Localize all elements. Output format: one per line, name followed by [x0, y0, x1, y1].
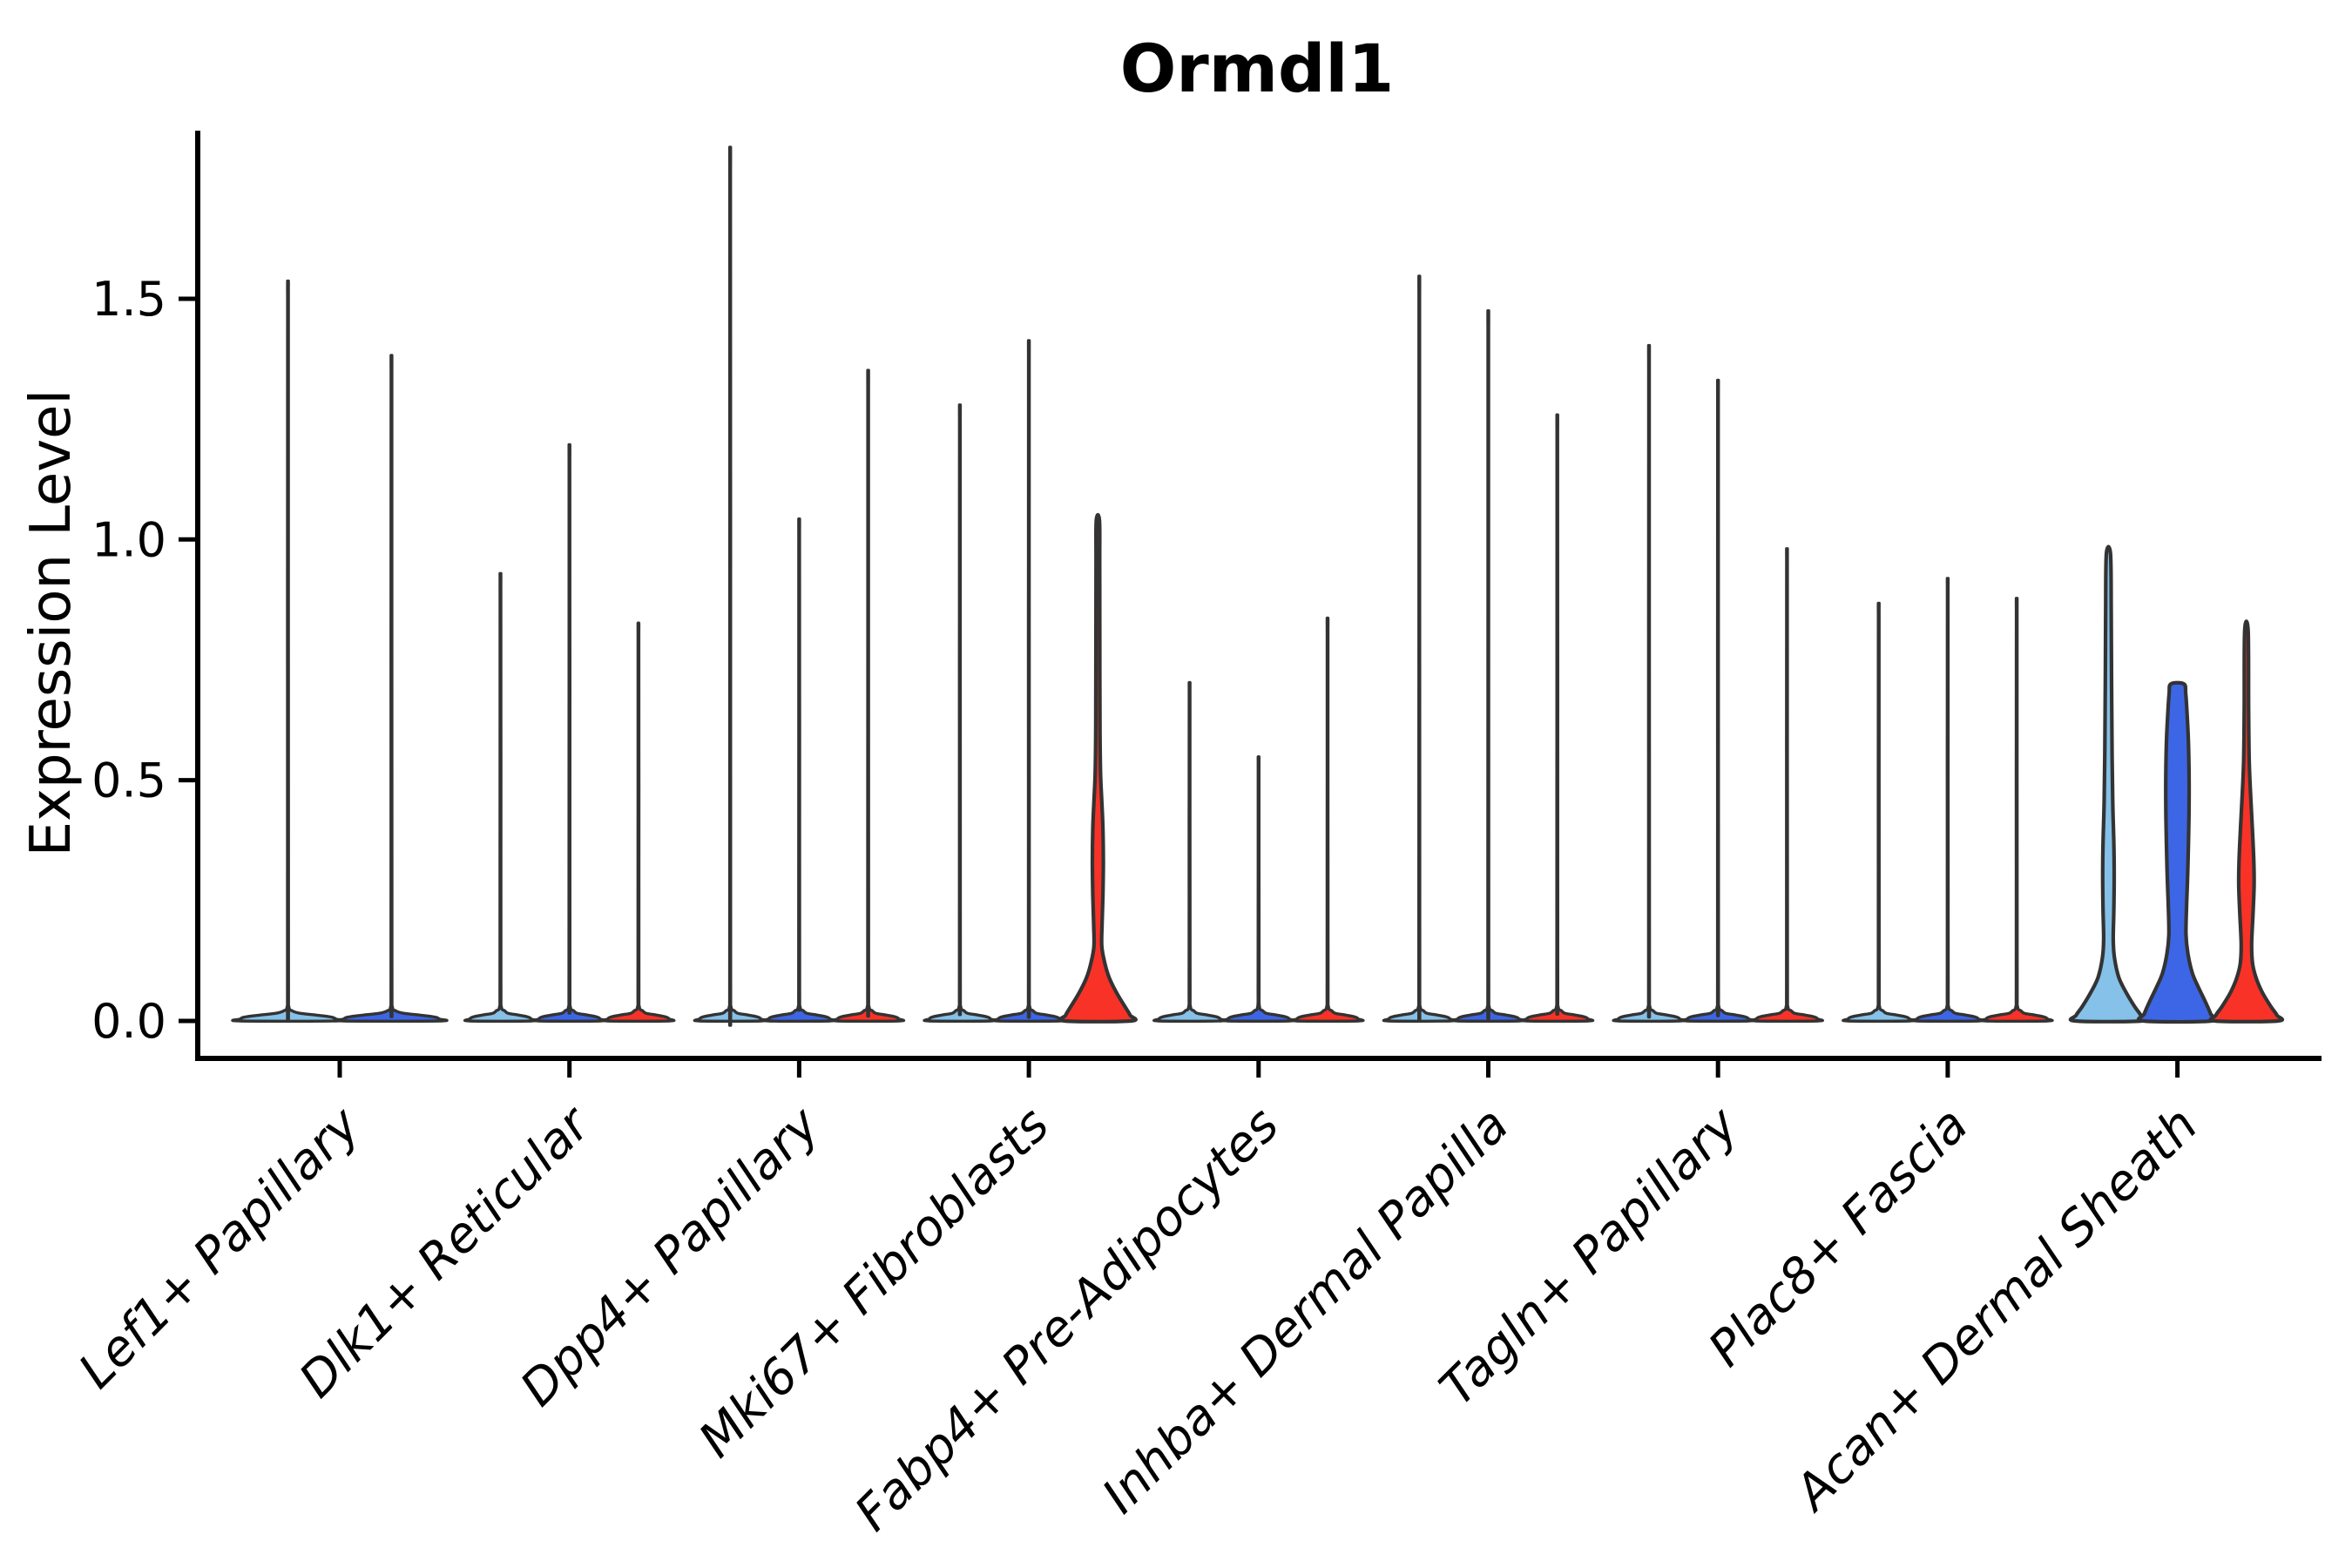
violin-inhba-blue: [1450, 309, 1526, 1023]
violin-tagln-blue: [1680, 378, 1755, 1023]
violin-mki67-lightblue: [923, 403, 997, 1023]
violin-acan-lightblue: [2068, 544, 2149, 1024]
y-tick-label: 0.5: [91, 754, 166, 808]
violin-dlk1-lightblue: [463, 571, 538, 1023]
y-tick-label: 0.0: [91, 994, 166, 1049]
violin-tagln-red: [1749, 547, 1824, 1023]
violin-acan-blue: [2136, 680, 2219, 1024]
y-axis-ticks: 0.0 0.5 1.0 1.5: [91, 272, 198, 1049]
violins-layer: [231, 145, 2285, 1027]
violin-plac8-lightblue: [1842, 601, 1916, 1023]
violin-inhba-red: [1520, 413, 1595, 1023]
violin-dlk1-red: [601, 621, 676, 1023]
violin-fabp4-red: [1290, 616, 1365, 1023]
x-tick-label: Acan+ Dermal Sheath: [1782, 1097, 2208, 1523]
violin-dpp4-lightblue: [693, 145, 767, 1027]
violin-inhba-lightblue: [1382, 274, 1456, 1023]
violin-plac8-blue: [1910, 577, 1985, 1023]
violin-lef1-lightblue: [231, 279, 345, 1023]
y-tick-label: 1.5: [91, 272, 166, 327]
violin-mki67-red: [1058, 512, 1138, 1024]
y-tick-label: 1.0: [91, 512, 166, 567]
x-tick-label: Inhba+ Dermal Papilla: [1092, 1097, 1519, 1524]
violin-dlk1-blue: [532, 443, 607, 1023]
violin-plac8-red: [1979, 597, 2054, 1023]
violin-lef1-blue: [335, 354, 449, 1023]
violin-acan-red: [2208, 619, 2285, 1024]
chart-title: Ormdl1: [1120, 30, 1395, 107]
y-axis-label: Expression Level: [19, 389, 84, 857]
violin-mki67-blue: [991, 339, 1066, 1023]
x-tick-label: Fabp4+ Pre-Adipocytes: [844, 1097, 1289, 1542]
violin-dpp4-blue: [761, 517, 836, 1023]
violin-tagln-lightblue: [1612, 344, 1686, 1023]
violin-fabp4-lightblue: [1152, 680, 1227, 1023]
violin-dpp4-red: [831, 368, 906, 1023]
violin-fabp4-blue: [1221, 755, 1296, 1023]
